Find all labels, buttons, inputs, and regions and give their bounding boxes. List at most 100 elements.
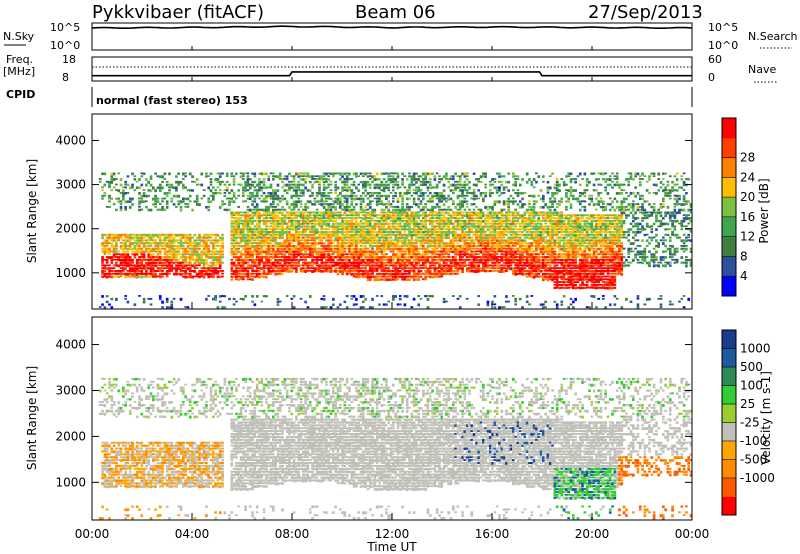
power-cell [412,258,416,262]
power-cell [465,200,469,203]
power-cell [318,250,321,254]
power-cell [495,247,499,251]
power-cell [288,211,291,215]
power-cell [198,233,201,237]
power-cell [242,186,245,190]
power-cell [445,208,448,211]
power-cell [336,242,340,245]
power-cell [306,233,310,237]
power-cell [525,261,529,264]
power-cell [412,278,416,282]
power-cell [408,197,411,200]
power-cell [216,178,220,181]
power-cell [322,242,326,245]
power-cell [452,222,455,225]
power-cell [327,214,331,218]
power-cell [352,231,356,233]
power-cell [396,239,400,242]
power-cell [138,244,141,248]
power-cell [352,192,356,194]
power-cell [345,247,349,250]
power-cell [184,233,187,237]
power-cell [281,214,284,216]
power-cell [200,236,204,239]
power-cell [302,261,305,264]
power-cell [338,244,342,248]
power-cell [304,211,307,214]
power-cell [198,239,201,242]
power-cell [514,253,517,256]
power-cell [486,303,490,307]
power-cell [216,242,220,244]
power-cell [214,192,217,195]
power-cell [308,267,312,269]
power-cell [232,261,236,265]
power-cell [142,236,146,239]
power-cell [394,178,397,181]
power-cell [405,258,409,262]
power-cell [255,272,259,276]
power-cell [532,217,536,220]
power-cell [345,231,349,234]
power-cell [311,236,314,240]
power-cell [126,256,130,259]
power-cell [311,225,314,228]
power-cell [216,186,220,189]
power-cell [452,242,455,245]
power-cell [343,244,347,248]
power-cell [440,258,444,262]
power-cell [218,270,222,273]
power-cell [221,261,224,264]
power-cell [431,258,434,262]
power-cell [285,256,289,259]
power-cell [417,264,421,267]
power-cell [482,225,485,229]
power-cell [352,256,356,259]
power-cell [530,253,534,256]
power-cell [380,233,384,236]
power-cell [306,222,310,225]
power-cell [149,250,153,253]
power-cell [246,233,250,237]
power-cell [320,194,324,197]
power-cell [251,217,254,219]
power-cell [382,228,386,231]
power-cell [398,233,402,237]
power-cell [221,200,224,203]
power-cell [302,231,305,234]
power-cell [440,214,444,217]
power-cell [285,239,289,243]
power-cell [456,225,460,228]
power-cell [131,172,134,176]
power-cell [112,233,116,237]
power-cell [412,242,416,245]
power-cell [433,205,437,209]
power-cell [417,267,421,270]
power-cell [165,244,169,248]
power-cell [186,247,190,250]
power-cell [530,272,534,275]
power-cell [336,253,340,257]
power-cell [327,197,331,200]
power-cell [290,239,294,242]
power-cell [463,264,467,267]
power-cell [422,225,425,228]
power-cell [505,200,508,203]
power-cell [258,208,261,211]
power-cell [401,256,404,259]
power-cell [364,189,367,192]
power-cell [394,208,397,212]
power-cell [408,217,411,220]
power-cell [218,250,222,253]
power-cell [392,194,395,198]
power-cell [348,214,351,216]
power-cell [329,205,333,209]
power-cell [493,228,497,231]
power-cell [488,247,492,251]
power-cell [431,261,434,265]
power-cell [373,231,377,233]
power-cell [269,264,273,268]
power-cell [382,211,386,214]
power-cell [392,242,395,246]
power-cell [350,261,354,265]
